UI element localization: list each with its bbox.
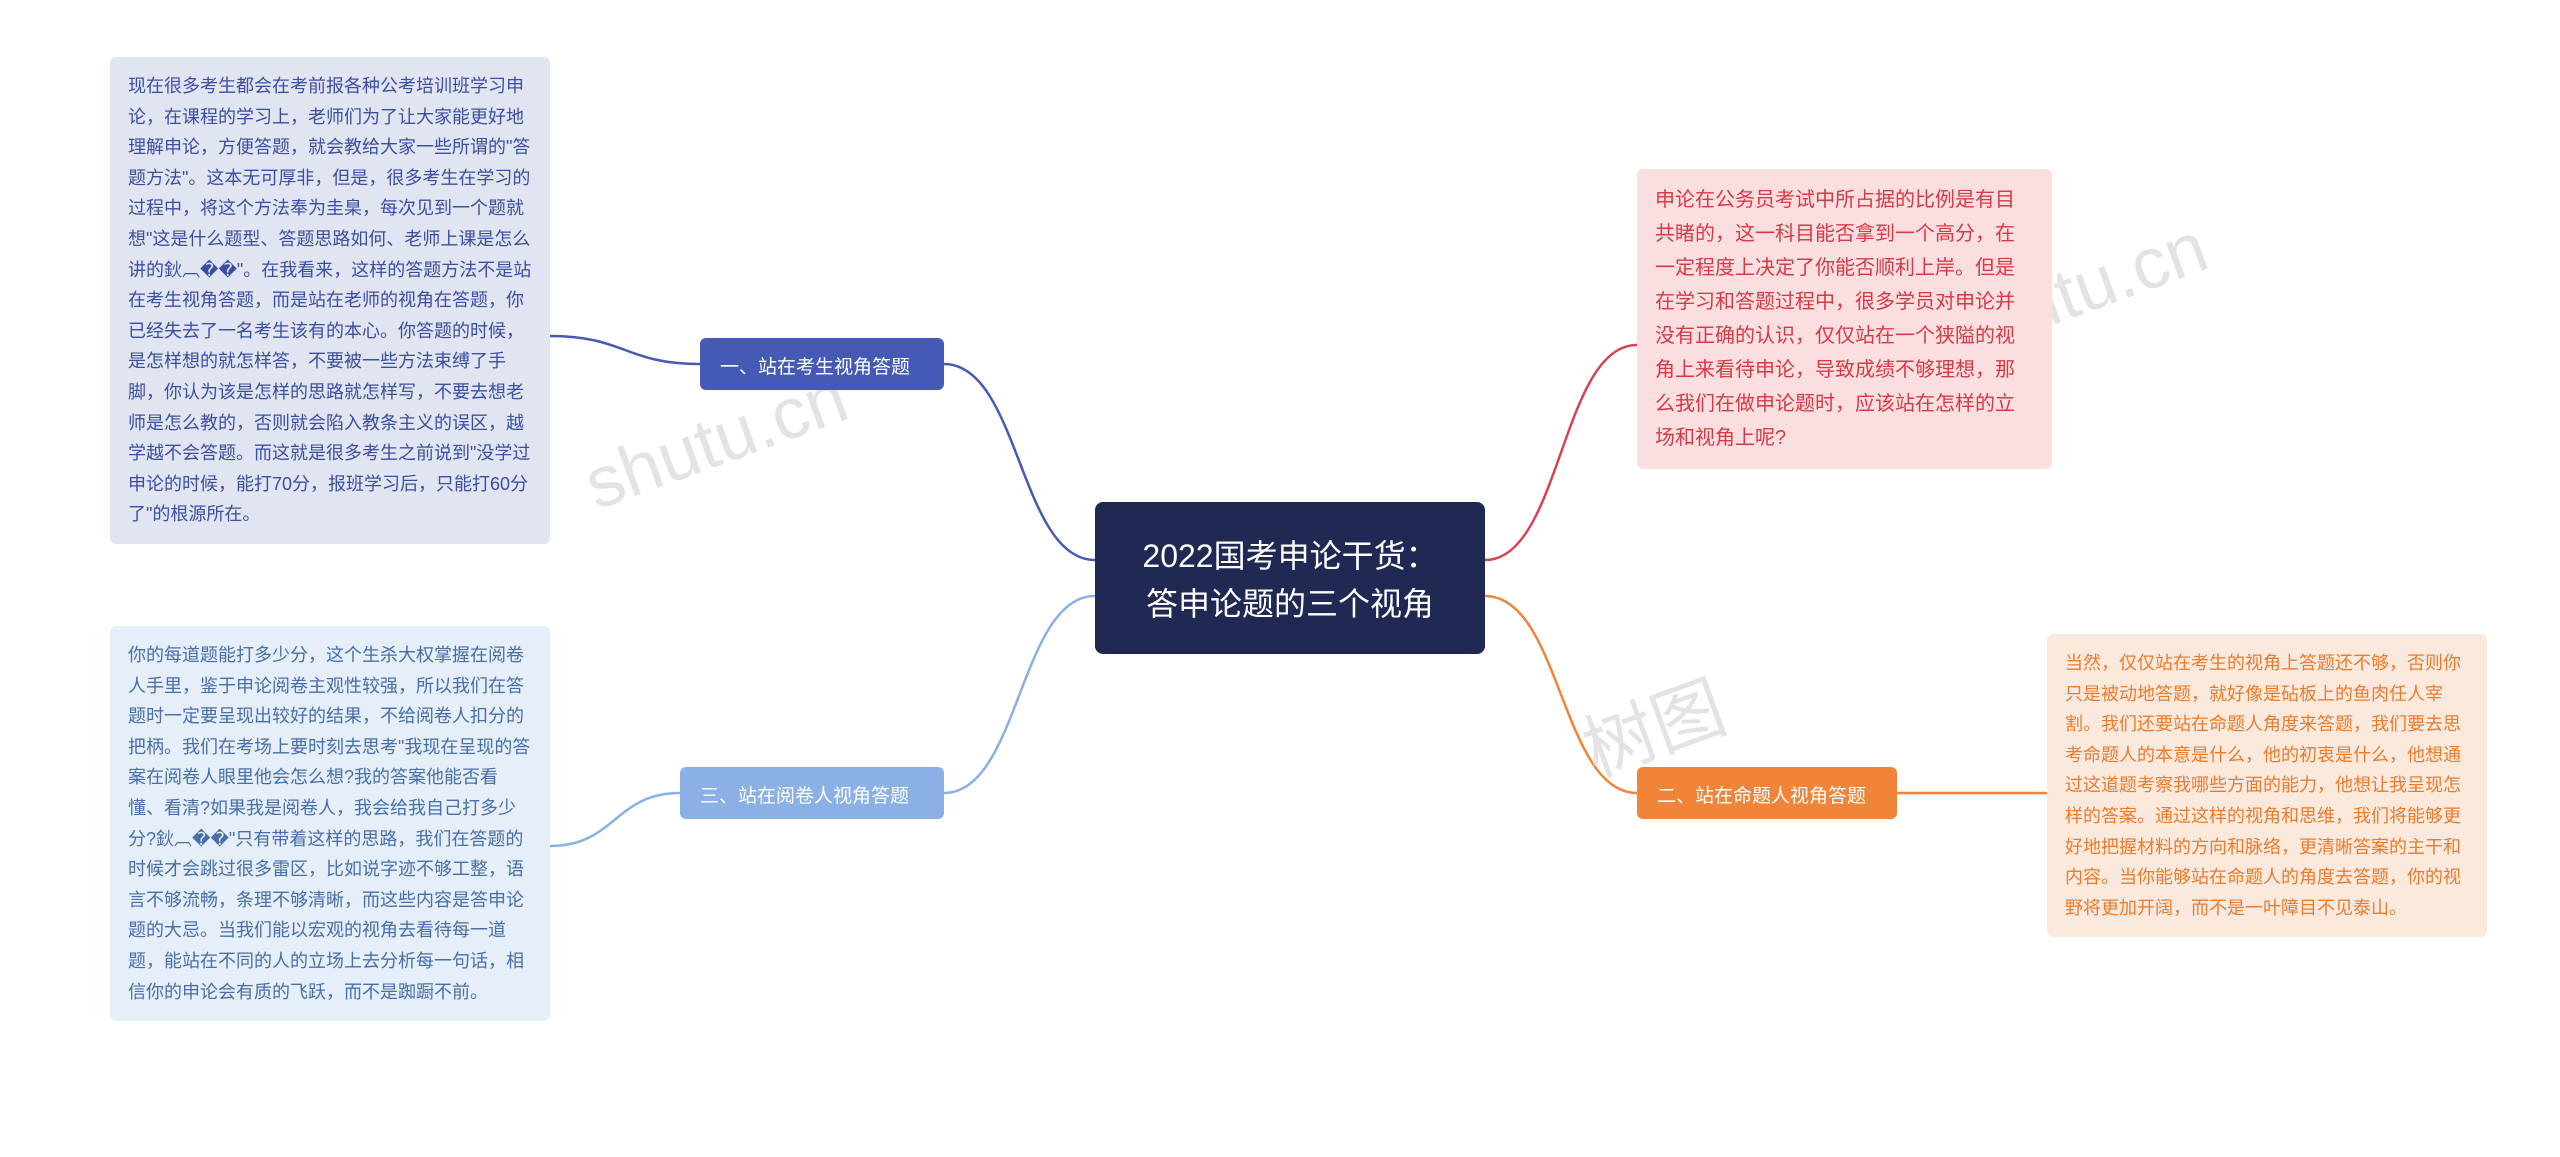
branch-detail-intro[interactable]: 申论在公务员考试中所占据的比例是有目共睹的，这一科目能否拿到一个高分，在一定程度… [1637,169,2052,469]
branch-detail-b3[interactable]: 你的每道题能打多少分，这个生杀大权掌握在阅卷人手里，鉴于申论阅卷主观性较强，所以… [110,626,550,1021]
branch-label-b2[interactable]: 二、站在命题人视角答题 [1637,767,1897,819]
branch-detail-b2[interactable]: 当然，仅仅站在考生的视角上答题还不够，否则你只是被动地答题，就好像是砧板上的鱼肉… [2047,634,2487,937]
branch-label-b3[interactable]: 三、站在阅卷人视角答题 [680,767,944,819]
branch-label-b1[interactable]: 一、站在考生视角答题 [700,338,944,390]
branch-detail-b1[interactable]: 现在很多考生都会在考前报各种公考培训班学习申论，在课程的学习上，老师们为了让大家… [110,57,550,544]
center-topic[interactable]: 2022国考申论干货：答申论题的三个视角 [1095,502,1485,654]
